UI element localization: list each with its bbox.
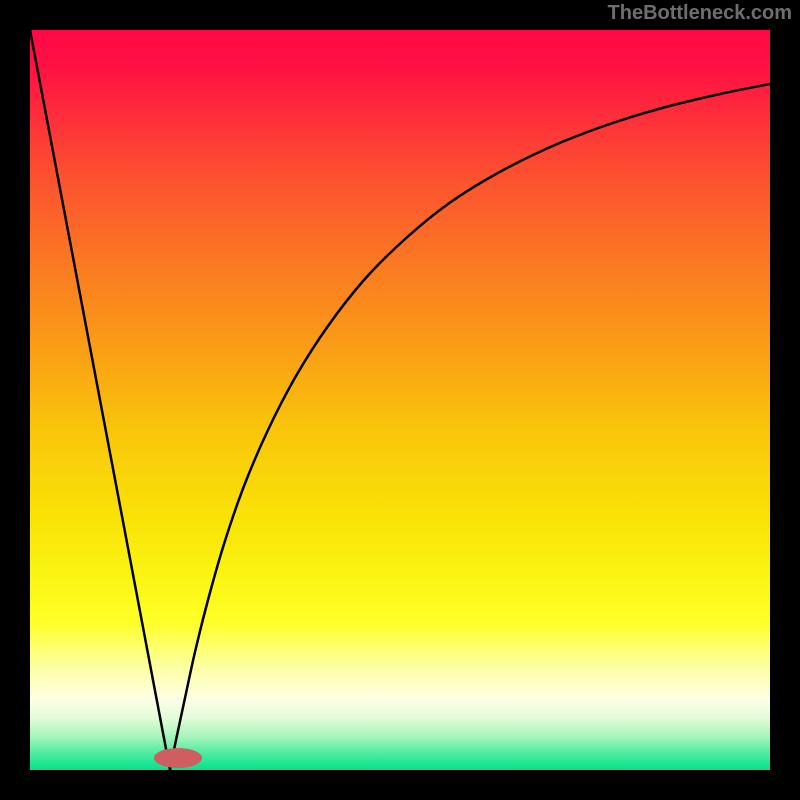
plot-background (30, 30, 770, 770)
axis-right (770, 0, 800, 800)
chart-svg (0, 0, 800, 800)
axis-bottom (0, 770, 800, 800)
bottleneck-marker (154, 748, 202, 768)
chart-container: TheBottleneck.com (0, 0, 800, 800)
watermark-text: TheBottleneck.com (608, 2, 792, 25)
axis-left (0, 0, 30, 800)
